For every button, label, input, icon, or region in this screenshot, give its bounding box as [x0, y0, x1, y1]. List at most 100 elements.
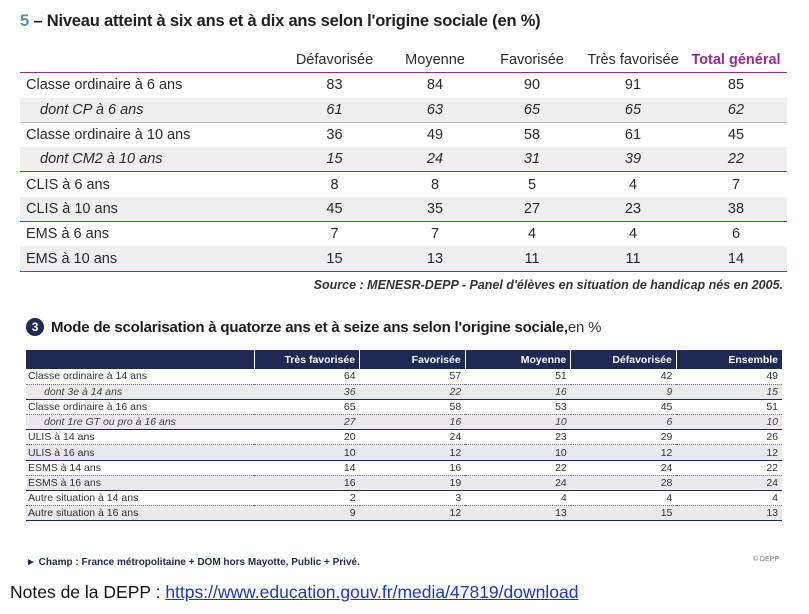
cell: 51 — [465, 369, 571, 385]
table-row: CLIS à 6 ans 8 8 5 4 7 — [20, 172, 787, 197]
footer-note-prefix: Notes de la DEPP : — [10, 582, 166, 602]
cell: 4 — [465, 490, 571, 507]
cell: 84 — [426, 77, 444, 94]
cell: 24 — [359, 429, 466, 446]
row-label: Autre situation à 14 ans — [26, 490, 254, 507]
cell: 27 — [483, 196, 581, 222]
cell: 19 — [359, 475, 466, 492]
table-row: ESMS à 16 ans 16 19 24 28 24 — [26, 475, 782, 492]
table1-number: 5 — [20, 12, 29, 30]
cell: 7 — [731, 176, 741, 193]
table2-header-empty — [26, 350, 254, 369]
cell: 24 — [387, 147, 483, 172]
row-label: ULIS à 14 ans — [26, 429, 254, 446]
row-label: dont CP à 6 ans — [20, 97, 282, 123]
cell: 4 — [676, 490, 782, 507]
cell: 58 — [523, 127, 541, 144]
cell: 24 — [676, 475, 782, 492]
cell: 2 — [254, 490, 360, 507]
row-label: ESMS à 14 ans — [26, 460, 254, 476]
table-row: Autre situation à 16 ans 9 12 13 15 13 — [26, 505, 782, 522]
row-label: Classe ordinaire à 10 ans — [26, 127, 191, 144]
cell: 13 — [676, 505, 782, 522]
cell: 8 — [330, 176, 339, 193]
table2-header-defavorisee: Défavorisée — [570, 350, 677, 369]
download-link[interactable]: https://www.education.gouv.fr/media/4781… — [165, 582, 579, 602]
cell: 15 — [570, 505, 677, 522]
table1-header-tres-favorisee: Très favorisée — [587, 52, 679, 69]
cell: 61 — [624, 127, 642, 144]
cell: 13 — [465, 505, 571, 522]
table2-header-tres-favorisee: Très favorisée — [253, 350, 360, 369]
cell: 23 — [581, 196, 685, 222]
cell: 23 — [465, 429, 571, 446]
cell: 22 — [676, 460, 782, 476]
table2-header-moyenne: Moyenne — [464, 350, 571, 369]
cell: 20 — [254, 429, 360, 446]
cell: 62 — [685, 97, 787, 123]
table-row: Autre situation à 14 ans 2 3 4 4 4 — [26, 490, 782, 507]
cell: 9 — [254, 505, 360, 522]
table1-source: Source : MENESR-DEPP - Panel d'élèves en… — [313, 278, 783, 292]
cell: 4 — [527, 226, 537, 243]
cell: 12 — [359, 505, 466, 522]
table2-header-favorisee: Favorisée — [359, 350, 466, 369]
cell: 24 — [465, 475, 571, 492]
cell: 29 — [570, 429, 677, 446]
table-row: dont CM2 à 10 ans 15 24 31 39 22 — [20, 147, 787, 172]
table-row: ULIS à 16 ans 10 12 10 12 12 — [26, 444, 782, 461]
table-row: EMS à 10 ans 15 13 11 11 14 — [20, 246, 787, 272]
table2-scope-note: ► Champ : France métropolitaine + DOM ho… — [26, 557, 360, 568]
table-row: Classe ordinaire à 16 ans 65 58 53 45 51 — [26, 399, 782, 416]
table1-header-favorisee: Favorisée — [500, 52, 564, 69]
cell: 12 — [570, 444, 677, 461]
row-label: Classe ordinaire à 6 ans — [26, 77, 183, 94]
cell: 10 — [254, 444, 360, 461]
cell: 38 — [685, 196, 787, 222]
table-row: EMS à 6 ans 7 7 4 4 6 — [20, 222, 787, 247]
row-label: EMS à 6 ans — [26, 226, 110, 243]
cell: 12 — [359, 444, 466, 461]
table-row: Classe ordinaire à 10 ans 36 49 58 61 45 — [20, 122, 787, 147]
cell: 16 — [465, 384, 571, 400]
cell: 15 — [282, 147, 387, 172]
table-row: ESMS à 14 ans 14 16 22 24 22 — [26, 460, 782, 476]
cell: 42 — [570, 369, 677, 385]
row-label: CLIS à 10 ans — [20, 196, 282, 222]
cell: 24 — [570, 460, 677, 476]
cell: 11 — [581, 246, 685, 272]
cell: 58 — [359, 399, 466, 416]
cell: 10 — [465, 444, 571, 461]
cell: 31 — [483, 147, 581, 172]
cell: 28 — [570, 475, 677, 492]
table-row: dont 1re GT ou pro à 16 ans 27 16 10 6 1… — [26, 414, 782, 431]
cell: 7 — [330, 226, 339, 243]
row-label: Classe ordinaire à 16 ans — [26, 399, 254, 416]
cell: 26 — [676, 429, 782, 446]
cell: 22 — [685, 147, 787, 172]
cell: 7 — [430, 226, 440, 243]
cell: 45 — [570, 399, 677, 416]
table-row: ULIS à 14 ans 20 24 23 29 26 — [26, 429, 782, 446]
row-label: Autre situation à 16 ans — [26, 505, 254, 522]
table-row: CLIS à 10 ans 45 35 27 23 38 — [20, 196, 787, 222]
table-row: dont 3e à 14 ans 36 22 16 9 15 — [26, 384, 782, 400]
table-row: Classe ordinaire à 14 ans 64 57 51 42 49 — [26, 369, 782, 385]
cell: 11 — [483, 246, 581, 272]
cell: 61 — [282, 97, 387, 123]
table2-title-text: Mode de scolarisation à quatorze ans et … — [51, 318, 568, 336]
cell: 16 — [359, 460, 466, 476]
cell: 64 — [254, 369, 360, 385]
cell: 4 — [628, 226, 638, 243]
table2: Très favorisée Favorisée Moyenne Défavor… — [26, 350, 782, 522]
cell: 36 — [326, 127, 343, 144]
cell: 15 — [676, 384, 782, 400]
copyright-label: © DEPP — [752, 556, 779, 563]
cell: 49 — [426, 127, 444, 144]
cell: 15 — [282, 246, 387, 272]
row-label: dont 1re GT ou pro à 16 ans — [26, 414, 254, 431]
footer-note: Notes de la DEPP : https://www.education… — [10, 582, 578, 603]
cell: 6 — [570, 414, 677, 431]
cell: 53 — [465, 399, 571, 416]
row-label: Classe ordinaire à 14 ans — [26, 369, 254, 385]
